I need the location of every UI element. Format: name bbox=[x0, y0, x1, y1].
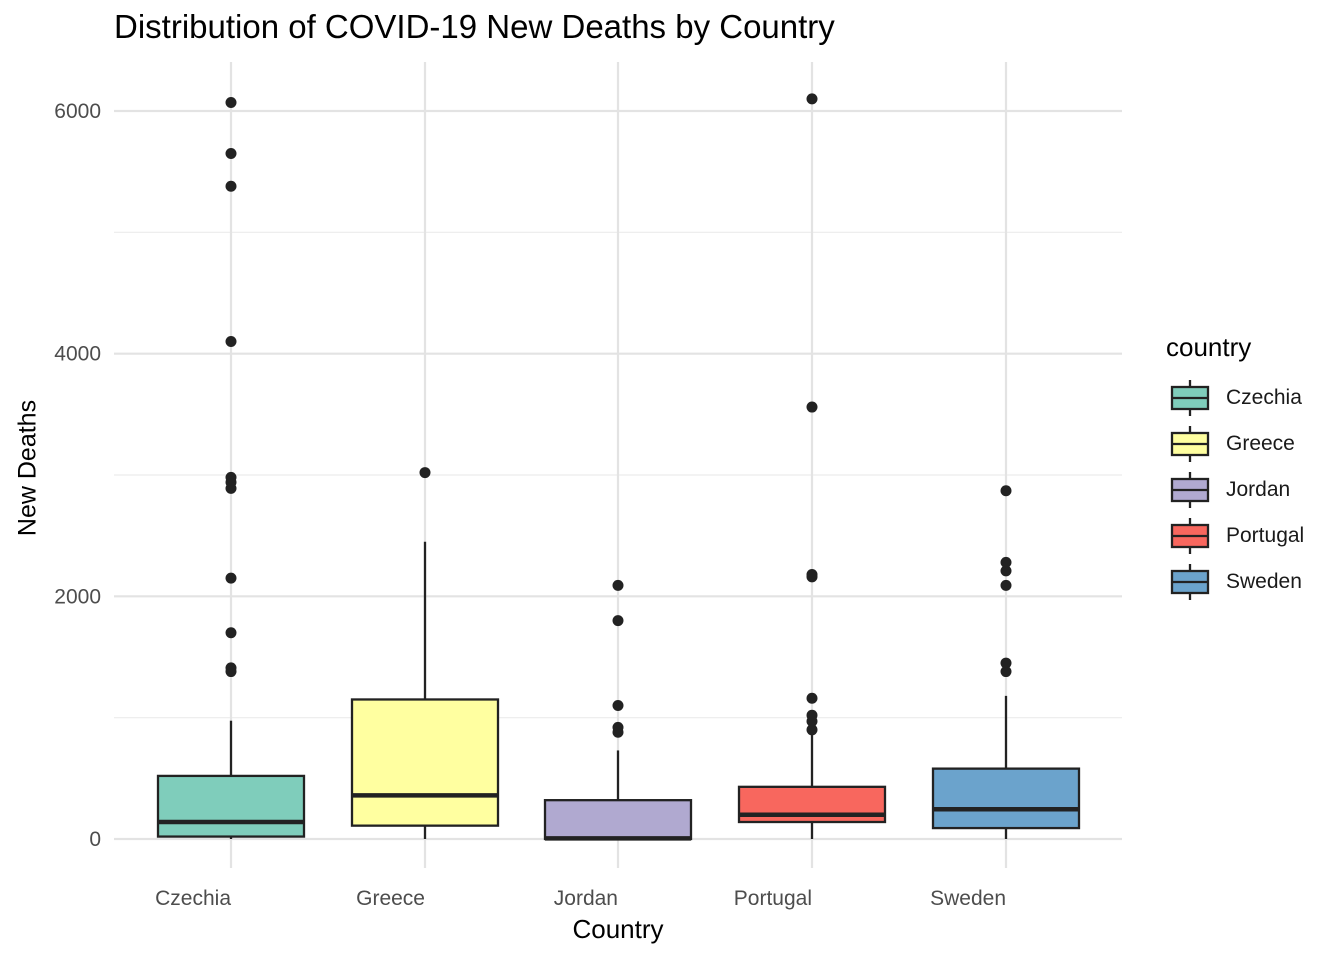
outlier-point bbox=[1000, 565, 1012, 577]
x-tick-label: Greece bbox=[356, 887, 425, 910]
x-tick-label: Sweden bbox=[930, 887, 1006, 910]
outlier-point bbox=[225, 336, 237, 348]
legend-key bbox=[1170, 472, 1210, 508]
box bbox=[543, 799, 693, 841]
boxplot-sweden bbox=[931, 485, 1081, 839]
boxplots bbox=[156, 93, 1081, 841]
outlier-point bbox=[1000, 657, 1012, 669]
legend-key bbox=[1170, 518, 1210, 554]
outlier-point bbox=[225, 180, 237, 192]
outlier-point bbox=[806, 401, 818, 413]
outlier-point bbox=[225, 662, 237, 674]
outlier-point bbox=[612, 615, 624, 627]
gridlines bbox=[114, 62, 1122, 868]
outlier-point bbox=[612, 700, 624, 712]
legend-key bbox=[1170, 426, 1210, 462]
boxplot-greece bbox=[350, 467, 500, 839]
outlier-point bbox=[806, 724, 818, 736]
outlier-point bbox=[225, 572, 237, 584]
legend-label: Greece bbox=[1226, 432, 1295, 455]
outlier-point bbox=[225, 147, 237, 159]
y-axis-label: New Deaths bbox=[13, 399, 42, 537]
box bbox=[350, 698, 500, 827]
x-axis-label: Country bbox=[572, 914, 664, 944]
y-axis-ticks: 0 2000 4000 6000 bbox=[54, 100, 101, 851]
outlier-point bbox=[806, 709, 818, 721]
legend-key bbox=[1170, 380, 1210, 416]
boxplot-jordan bbox=[543, 579, 693, 841]
x-axis-ticks: Czechia Greece Jordan Portugal Sweden bbox=[155, 887, 1006, 910]
chart-title: Distribution of COVID-19 New Deaths by C… bbox=[114, 8, 835, 45]
y-tick-label: 4000 bbox=[54, 343, 101, 366]
legend-label: Czechia bbox=[1226, 386, 1302, 409]
outlier-point bbox=[225, 627, 237, 639]
outlier-point bbox=[612, 721, 624, 733]
box bbox=[156, 774, 306, 838]
outlier-point bbox=[419, 467, 431, 479]
boxplot-portugal bbox=[737, 93, 887, 839]
legend-label: Portugal bbox=[1226, 524, 1305, 547]
legend-label: Sweden bbox=[1226, 570, 1302, 593]
outlier-point bbox=[612, 579, 624, 591]
legend-title: country bbox=[1166, 332, 1252, 362]
x-tick-label: Portugal bbox=[734, 887, 812, 910]
outlier-point bbox=[1000, 666, 1012, 678]
x-tick-label: Czechia bbox=[155, 887, 231, 910]
outlier-point bbox=[225, 471, 237, 483]
y-tick-label: 0 bbox=[89, 828, 101, 851]
outlier-point bbox=[806, 692, 818, 704]
outlier-point bbox=[1000, 556, 1012, 568]
y-tick-label: 2000 bbox=[54, 585, 101, 608]
boxplot-czechia bbox=[156, 97, 306, 839]
y-tick-label: 6000 bbox=[54, 100, 101, 123]
x-tick-label: Jordan bbox=[554, 887, 618, 910]
legend-label: Jordan bbox=[1226, 478, 1291, 501]
box bbox=[931, 767, 1081, 830]
outlier-point bbox=[225, 97, 237, 109]
outlier-point bbox=[1000, 485, 1012, 497]
legend-key bbox=[1170, 564, 1210, 600]
outlier-point bbox=[806, 93, 818, 105]
outlier-point bbox=[1000, 579, 1012, 591]
outlier-point bbox=[806, 568, 818, 580]
